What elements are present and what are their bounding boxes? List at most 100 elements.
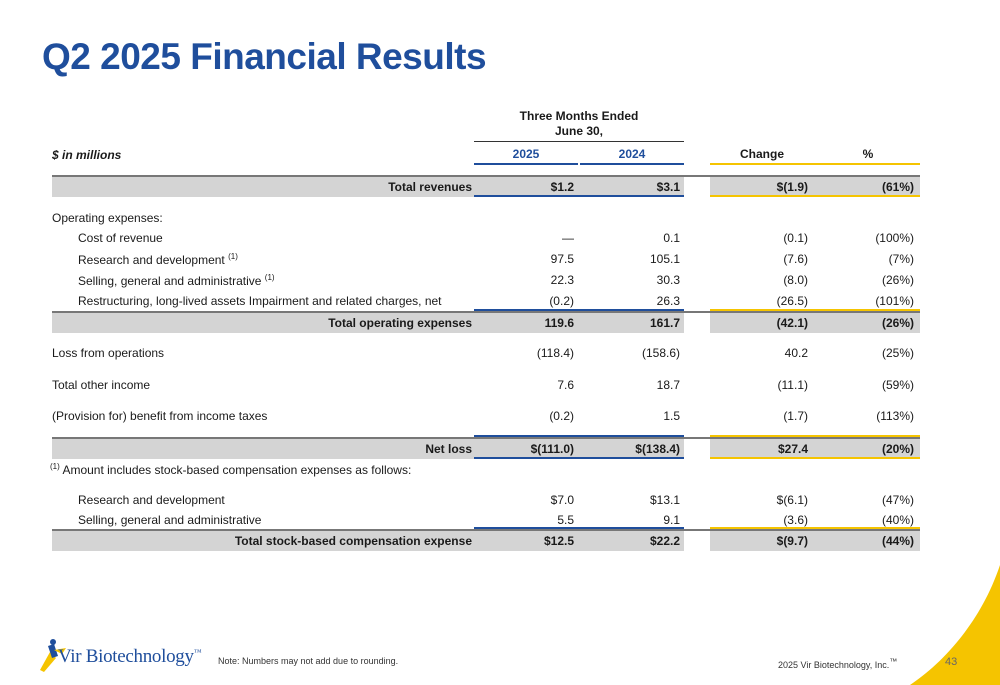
row-label: Restructuring, long-lived assets Impairm… (78, 294, 442, 308)
value-pct: (26%) (881, 273, 914, 287)
period-line-1: Three Months Ended (519, 109, 639, 123)
value-2024: 161.7 (580, 316, 680, 330)
row-label: Operating expenses: (52, 211, 163, 225)
header-underline-change (710, 163, 920, 165)
value-2024: $(138.4) (580, 442, 680, 456)
page-title: Q2 2025 Financial Results (42, 36, 487, 77)
page-number: 43 (945, 656, 958, 668)
col-header-2025: 2025 (512, 147, 540, 161)
value-pct: (113%) (876, 409, 914, 423)
value-2025: 119.6 (474, 316, 574, 330)
value-2025: 5.5 (557, 513, 574, 527)
value-2025: (0.2) (549, 409, 574, 423)
footnote-marker: (1) (264, 273, 275, 282)
section-heading-operating-expenses: Operating expenses: (52, 208, 920, 228)
table-row-net-loss: Net loss $(111.0) $(138.4) $27.4 (20%) (52, 437, 920, 459)
table-row: Restructuring, long-lived assets Impairm… (52, 291, 920, 311)
table-row: Loss from operations (118.4) (158.6) 40.… (52, 343, 920, 363)
table-row-total-operating-expenses: Total operating expenses 119.6 161.7 (42… (52, 311, 920, 333)
value-pct: (44%) (881, 534, 914, 548)
period-header: Three Months Ended June 30, (474, 109, 684, 139)
header-underline-2024 (580, 163, 684, 165)
value-2024: 105.1 (649, 252, 680, 266)
header-underline-2025 (474, 163, 578, 165)
value-change: (7.6) (783, 252, 808, 266)
sbc-footnote: (1) Amount includes stock-based compensa… (50, 459, 920, 479)
row-label: (Provision for) benefit from income taxe… (52, 409, 268, 423)
value-2024: 18.7 (656, 378, 680, 392)
value-2024: 0.1 (663, 231, 680, 245)
value-pct: (7%) (888, 252, 914, 266)
value-change: (42.1) (776, 316, 808, 330)
row-label: Total revenues (388, 180, 472, 194)
value-change: (1.7) (783, 409, 808, 423)
value-pct: (61%) (881, 180, 914, 194)
row-label: Research and development (1) (78, 252, 238, 267)
value-2024: 9.1 (663, 513, 680, 527)
value-2025: $(111.0) (474, 442, 574, 456)
value-change: $(9.7) (776, 534, 808, 548)
row-label: Total stock-based compensation expense (234, 534, 472, 548)
yellow-swoosh-decoration (910, 565, 1000, 685)
table-row: Total other income 7.6 18.7 (11.1) (59%) (52, 375, 920, 395)
value-2024: $13.1 (649, 493, 680, 507)
value-pct: (20%) (881, 442, 914, 456)
value-2025: $12.5 (474, 534, 574, 548)
value-change: (0.1) (783, 231, 808, 245)
value-change: (8.0) (783, 273, 808, 287)
value-change: (3.6) (783, 513, 808, 527)
footnote-marker: (1) (50, 462, 60, 471)
value-2025: — (562, 231, 574, 245)
value-2024: 30.3 (656, 273, 680, 287)
period-line-2: June 30, (554, 124, 604, 138)
vir-logo-mark (40, 639, 66, 672)
period-underline (474, 141, 684, 142)
col-header-pct: % (862, 147, 874, 161)
table-row: Cost of revenue — 0.1 (0.1) (100%) (52, 228, 920, 248)
value-2024: (158.6) (641, 346, 680, 360)
rounding-note: Note: Numbers may not add due to roundin… (218, 656, 399, 666)
col-header-change: Change (739, 147, 784, 161)
table-row-total-revenues: Total revenues $1.2 $3.1 $(1.9) (61%) (52, 175, 920, 197)
unit-label: $ in millions (52, 148, 122, 162)
value-2024: $22.2 (580, 534, 680, 548)
footnote-marker: (1) (228, 252, 238, 261)
table-row: (Provision for) benefit from income taxe… (52, 406, 920, 426)
value-pct: (40%) (881, 513, 914, 527)
sbc-note-text: (1) Amount includes stock-based compensa… (50, 462, 412, 477)
value-pct: (59%) (881, 378, 914, 392)
value-2025: 22.3 (550, 273, 574, 287)
company-logo-text: Vir Biotechnology™ (58, 646, 202, 667)
value-change: (11.1) (777, 378, 808, 392)
table-row: Selling, general and administrative 5.5 … (52, 510, 920, 530)
row-label: Cost of revenue (78, 231, 163, 245)
row-label: Total other income (52, 378, 151, 392)
value-pct: (101%) (875, 294, 914, 308)
value-2025: 7.6 (557, 378, 574, 392)
value-change: (26.5) (776, 294, 808, 308)
value-2024: 26.3 (656, 294, 680, 308)
row-label: Selling, general and administrative (1) (78, 273, 275, 288)
value-2025: (0.2) (549, 294, 574, 308)
value-pct: (26%) (881, 316, 914, 330)
value-2024: $3.1 (580, 180, 680, 194)
table-row: Selling, general and administrative (1) … (52, 270, 920, 290)
table-row-total-sbc: Total stock-based compensation expense $… (52, 529, 920, 551)
col-header-2024: 2024 (618, 147, 646, 161)
value-pct: (25%) (881, 346, 914, 360)
value-change: $(1.9) (776, 180, 808, 194)
row-label: Net loss (425, 442, 472, 456)
value-pct: (47%) (881, 493, 914, 507)
table-row: Research and development (1) 97.5 105.1 … (52, 249, 920, 269)
row-label: Loss from operations (52, 346, 165, 360)
value-change: $(6.1) (776, 493, 808, 507)
value-2025: (118.4) (536, 346, 574, 360)
value-2025: $1.2 (474, 180, 574, 194)
row-label: Total operating expenses (328, 316, 472, 330)
copyright: 2025 Vir Biotechnology, Inc.™ (778, 657, 898, 670)
value-change: 40.2 (784, 346, 808, 360)
value-pct: (100%) (875, 231, 914, 245)
value-2025: $7.0 (550, 493, 574, 507)
row-label: Selling, general and administrative (78, 513, 262, 527)
value-2025: 97.5 (550, 252, 574, 266)
